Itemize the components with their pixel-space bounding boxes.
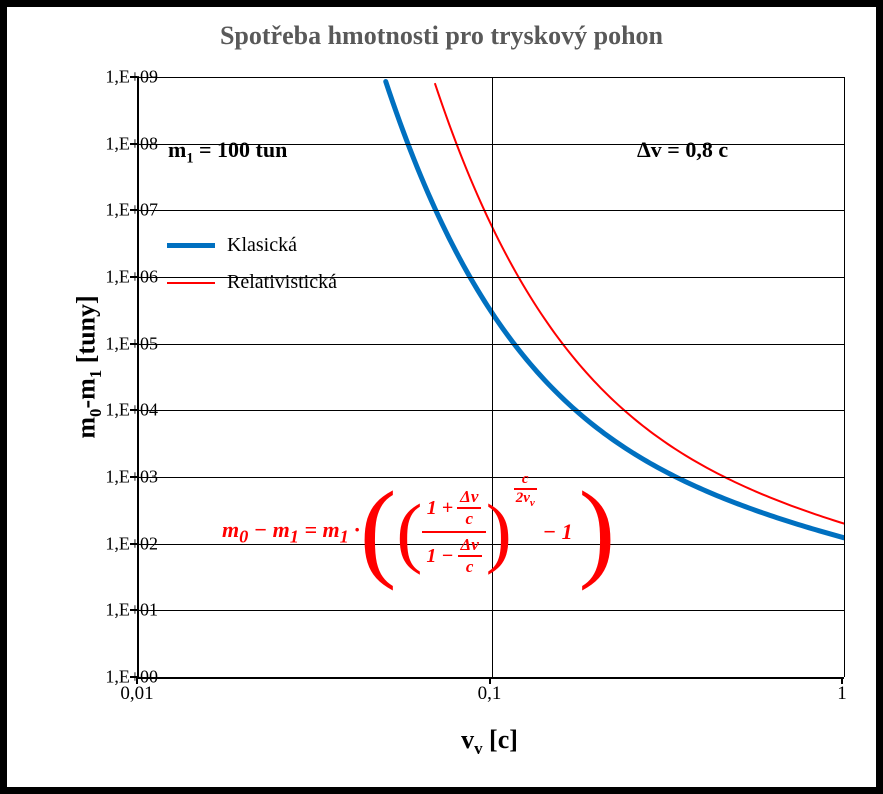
chart-title: Spotřeba hmotnosti pro tryskový pohon bbox=[7, 21, 876, 51]
gridline-v bbox=[844, 77, 845, 677]
y-tick-label: 1,E+07 bbox=[78, 200, 158, 221]
eq-main-fraction: 1 + Δv c 1 − Δv c bbox=[422, 487, 485, 577]
eq-lhs: m0 − m1 = m1 · bbox=[222, 517, 360, 547]
gridline-v bbox=[492, 77, 493, 677]
eq-power-group: ( 1 + Δv c 1 − Δv c bbox=[396, 487, 536, 577]
legend-label-klasicka: Klasická bbox=[227, 234, 297, 257]
legend-item-relativisticka: Relativistická bbox=[167, 271, 337, 294]
legend-swatch-relativisticka bbox=[167, 282, 215, 284]
x-tick-label: 0,1 bbox=[478, 683, 502, 705]
y-tick-label: 1,E+09 bbox=[78, 67, 158, 88]
y-tick-label: 1,E+04 bbox=[78, 400, 158, 421]
y-tick-label: 1,E+02 bbox=[78, 533, 158, 554]
x-axis-label: vv [c] bbox=[137, 725, 842, 759]
eq-trailing: − 1 bbox=[543, 519, 573, 545]
y-tick-label: 1,E+05 bbox=[78, 333, 158, 354]
y-tick-label: 1,E+01 bbox=[78, 600, 158, 621]
eq-exponent: c 2vv bbox=[514, 471, 537, 509]
x-tick-label: 0,01 bbox=[120, 683, 153, 705]
x-tick-label: 1 bbox=[837, 683, 847, 705]
legend-swatch-klasicka bbox=[167, 243, 215, 248]
legend-item-klasicka: Klasická bbox=[167, 234, 337, 257]
annotation-dv: Δv = 0,8 c bbox=[637, 137, 728, 163]
equation: m0 − m1 = m1 · ( ( 1 + Δv c bbox=[222, 487, 615, 577]
y-tick-label: 1,E+03 bbox=[78, 467, 158, 488]
legend: Klasická Relativistická bbox=[167, 234, 337, 308]
y-tick-label: 1,E+08 bbox=[78, 133, 158, 154]
legend-label-relativisticka: Relativistická bbox=[227, 271, 337, 294]
y-tick-label: 1,E+06 bbox=[78, 267, 158, 288]
chart-frame: Spotřeba hmotnosti pro tryskový pohon m0… bbox=[0, 0, 883, 794]
annotation-m1: m1 = 100 tun bbox=[168, 137, 287, 167]
